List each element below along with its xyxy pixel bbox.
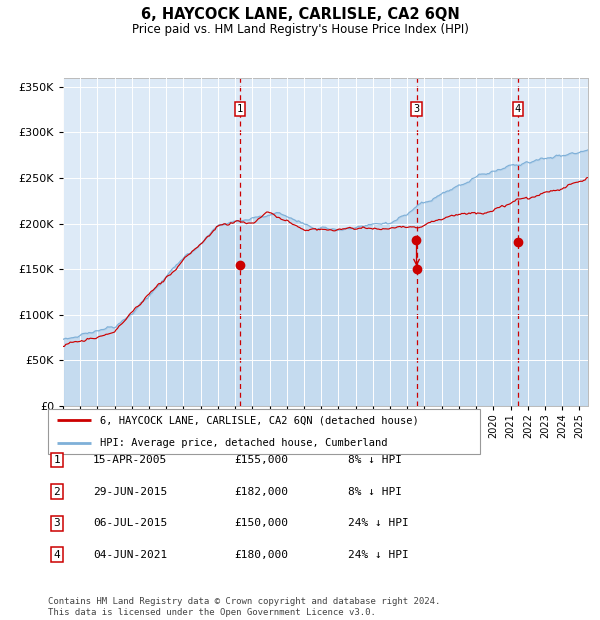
- Text: £180,000: £180,000: [234, 550, 288, 560]
- Text: 8% ↓ HPI: 8% ↓ HPI: [348, 455, 402, 465]
- Text: 1: 1: [53, 455, 61, 465]
- Text: 6, HAYCOCK LANE, CARLISLE, CA2 6QN (detached house): 6, HAYCOCK LANE, CARLISLE, CA2 6QN (deta…: [100, 415, 419, 425]
- Text: 6, HAYCOCK LANE, CARLISLE, CA2 6QN: 6, HAYCOCK LANE, CARLISLE, CA2 6QN: [140, 7, 460, 22]
- Text: 3: 3: [53, 518, 61, 528]
- Text: Contains HM Land Registry data © Crown copyright and database right 2024.
This d: Contains HM Land Registry data © Crown c…: [48, 598, 440, 617]
- Text: 2: 2: [53, 487, 61, 497]
- Text: 29-JUN-2015: 29-JUN-2015: [93, 487, 167, 497]
- Text: £182,000: £182,000: [234, 487, 288, 497]
- Text: 24% ↓ HPI: 24% ↓ HPI: [348, 550, 409, 560]
- Text: 24% ↓ HPI: 24% ↓ HPI: [348, 518, 409, 528]
- Text: 15-APR-2005: 15-APR-2005: [93, 455, 167, 465]
- Text: HPI: Average price, detached house, Cumberland: HPI: Average price, detached house, Cumb…: [100, 438, 388, 448]
- Text: 06-JUL-2015: 06-JUL-2015: [93, 518, 167, 528]
- Text: 4: 4: [53, 550, 61, 560]
- Text: 1: 1: [237, 104, 243, 113]
- Text: 04-JUN-2021: 04-JUN-2021: [93, 550, 167, 560]
- FancyBboxPatch shape: [48, 409, 480, 454]
- Text: 3: 3: [413, 104, 419, 113]
- Text: Price paid vs. HM Land Registry's House Price Index (HPI): Price paid vs. HM Land Registry's House …: [131, 23, 469, 36]
- Text: 4: 4: [515, 104, 521, 113]
- Text: £150,000: £150,000: [234, 518, 288, 528]
- Text: 8% ↓ HPI: 8% ↓ HPI: [348, 487, 402, 497]
- Text: £155,000: £155,000: [234, 455, 288, 465]
